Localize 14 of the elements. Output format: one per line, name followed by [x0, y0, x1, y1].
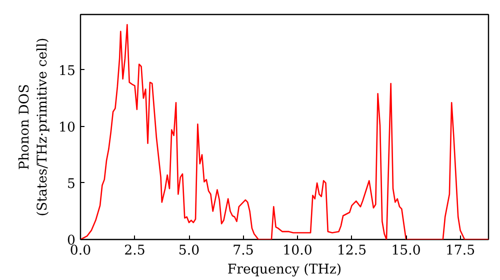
x-tick-label: 5.0	[178, 244, 200, 258]
y-tick-label: 5	[67, 176, 76, 192]
x-axis-title: Frequency (THz)	[227, 262, 342, 278]
x-tick-label: 15.0	[391, 244, 421, 258]
y-tick-label: 10	[58, 120, 76, 136]
x-tick-label: 10.0	[282, 244, 312, 258]
x-tick-label: 0.0	[70, 244, 92, 258]
x-tick-label: 12.5	[336, 244, 367, 258]
x-tick-label: 17.5	[445, 244, 476, 258]
y-axis-title: Phonon DOS (States/THz·primitive cell)	[18, 38, 51, 216]
line-series	[80, 24, 488, 240]
y-tick-label: 15	[58, 64, 76, 79]
x-tick-label: 7.5	[232, 244, 254, 258]
x-tick-label: 2.5	[124, 244, 146, 258]
